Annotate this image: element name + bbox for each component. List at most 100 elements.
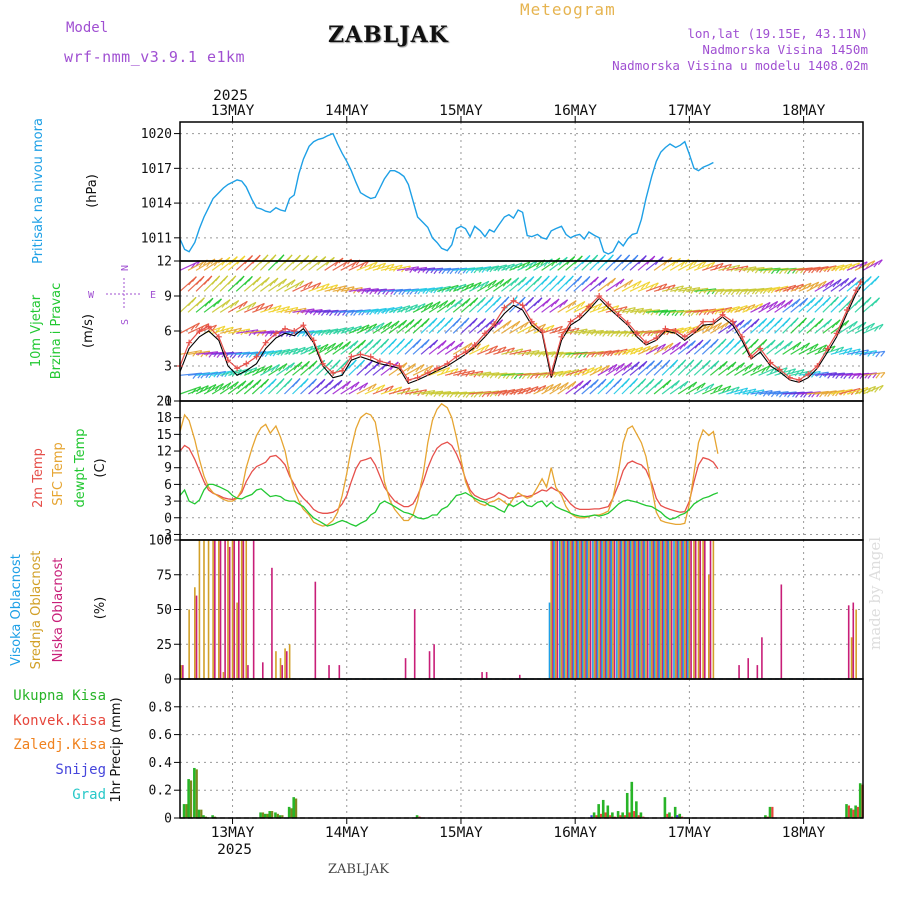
wind-barb <box>557 381 577 395</box>
wind-barb-flag <box>750 342 756 348</box>
wind-barb <box>364 384 386 395</box>
wind-barb <box>244 366 265 376</box>
wind-barb <box>822 278 842 292</box>
wind-barb-flag <box>544 386 550 393</box>
conv-precip-bar <box>623 815 627 818</box>
wind-gust-marker <box>642 339 649 346</box>
wind-barb-flag <box>779 340 785 346</box>
wind-barb-flag <box>485 300 490 306</box>
wind-barb-flag <box>333 383 339 389</box>
y-tick-label: 50 <box>156 603 172 618</box>
wind-barb-flag <box>671 260 677 267</box>
wind-barb <box>790 267 813 271</box>
wind-barb <box>356 323 377 334</box>
wind-barb-flag <box>590 382 596 389</box>
mid-cloud-bar <box>640 540 643 679</box>
wind-barb-flag <box>632 282 638 289</box>
wind-barb <box>677 325 700 334</box>
wind-barb-flag <box>537 275 542 282</box>
wind-barb-flag <box>425 390 431 397</box>
low-cloud-bar <box>576 540 578 679</box>
wind-barb-flag <box>479 283 485 289</box>
low-cloud-bar <box>195 595 198 679</box>
wind-barb <box>742 364 762 376</box>
mid-cloud-bar <box>565 540 567 679</box>
wind-barb <box>838 277 857 292</box>
wind-barb <box>669 326 692 334</box>
wind-barb-flag <box>402 362 408 369</box>
wind-barb-flag <box>722 360 728 367</box>
wind-barb-flag <box>657 378 663 385</box>
wind-barb-flag <box>416 338 422 345</box>
wind-barb <box>219 381 239 395</box>
wind-barb <box>573 301 594 313</box>
total-precip-bar <box>259 812 262 818</box>
wind-barb <box>605 306 628 313</box>
wind-barb-flag <box>268 381 274 388</box>
wind-barb-flag <box>472 317 478 324</box>
total-precip-bar <box>592 812 596 818</box>
top-date-label: 14MAY <box>325 103 369 119</box>
wind-barb-flag <box>454 301 460 308</box>
wind-barb-flag <box>696 385 702 391</box>
wind-barb-flag <box>674 380 680 386</box>
conv-precip-bar <box>856 806 860 818</box>
wind-barb <box>854 372 877 376</box>
wind-barb-flag <box>753 338 759 345</box>
low-cloud-bar <box>281 665 284 679</box>
wind-barb-flag <box>835 319 841 326</box>
wind-barb-flag <box>334 344 340 351</box>
wind-barb <box>862 323 884 334</box>
mid-cloud-bar <box>669 540 671 679</box>
wind-barb-flag <box>200 351 206 358</box>
wind-barb <box>557 256 576 271</box>
wind-gust-marker <box>491 321 498 327</box>
wind-barb-flag <box>692 381 698 388</box>
low-cloud-bar <box>314 581 317 679</box>
wind-barb-flag <box>521 276 527 283</box>
wind-barb-flag <box>429 342 435 349</box>
wind-barb-flag <box>222 384 228 391</box>
low-cloud-bar <box>481 672 483 679</box>
wind-barb-flag <box>683 341 689 347</box>
wind-barb <box>364 322 385 334</box>
wind-gust-marker <box>433 365 440 372</box>
wind-barb-flag <box>268 304 274 310</box>
wind-barb-flag <box>460 321 466 327</box>
wind-barb <box>790 391 813 395</box>
mid-cloud-bar <box>212 540 214 679</box>
wind-barb-flag <box>398 322 404 329</box>
wind-barb-flag <box>342 344 347 350</box>
model-value: wrf-nmm_v3.9.1 e1km <box>64 48 246 66</box>
wind-barb-flag <box>351 262 357 268</box>
wind-barb <box>179 349 202 355</box>
wind-barb-flag <box>710 363 716 370</box>
wind-barb <box>742 389 765 395</box>
wind-barb <box>758 267 781 271</box>
mid-cloud-bar <box>697 540 700 679</box>
wind-gust-marker <box>387 360 394 367</box>
low-cloud-bar <box>182 665 184 679</box>
wind-barb <box>862 371 885 376</box>
high-cloud-bar <box>581 540 584 679</box>
high-cloud-bar <box>601 540 603 679</box>
wind-barb <box>549 351 572 355</box>
wind-barb-flag <box>653 282 659 289</box>
wind-barb-flag <box>769 317 775 324</box>
wind-barb <box>348 324 370 334</box>
wind-barb <box>573 379 592 395</box>
station-title: ZABLJAK <box>328 22 449 48</box>
wind-barb-flag <box>488 347 494 354</box>
wind-barb <box>662 309 685 313</box>
wind-barb-flag <box>273 277 279 284</box>
wind-barb-flag <box>384 265 390 271</box>
low-cloud-bar <box>238 540 240 679</box>
wind-barb <box>814 265 837 271</box>
wind-barb-flag <box>346 380 351 387</box>
low-cloud-bar <box>747 658 750 679</box>
wind-barb-flag <box>199 297 205 304</box>
wind-barb-flag <box>654 382 660 389</box>
wind-barb <box>324 379 343 395</box>
wind-barb-flag <box>411 363 417 369</box>
wind-barb-flag <box>809 283 815 290</box>
